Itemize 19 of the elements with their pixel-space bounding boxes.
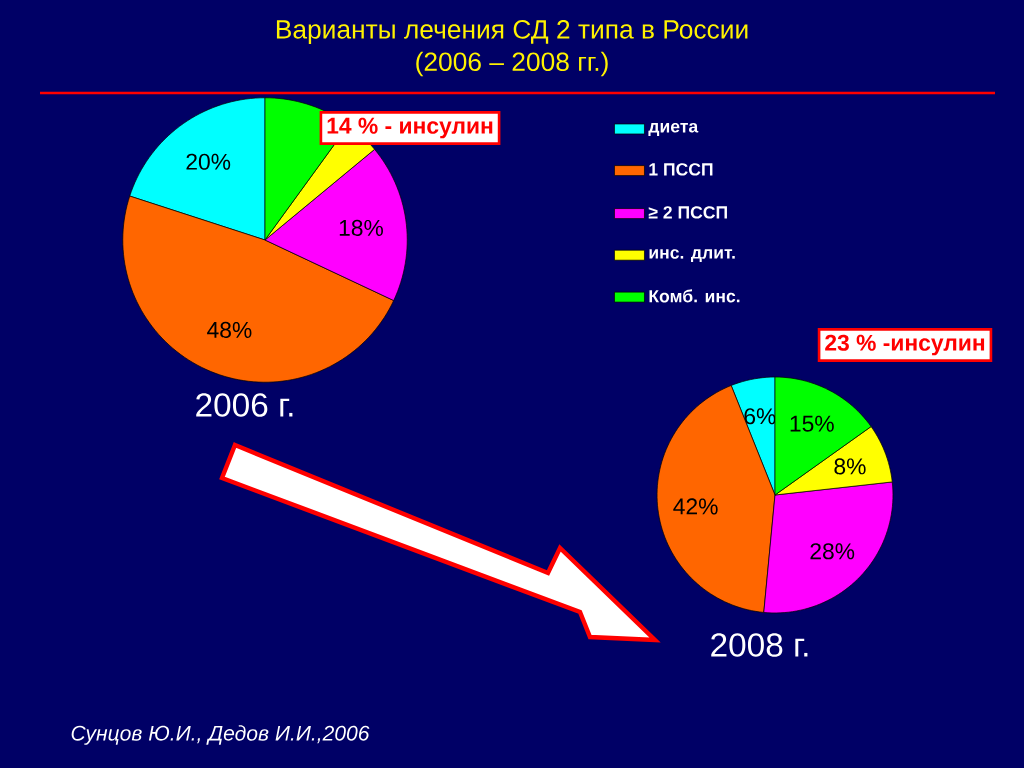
- data-label: 20%: [186, 153, 231, 170]
- chart-title: Варианты лечения СД 2 типа в России: [276, 20, 748, 44]
- legend-label: инс. длит.: [649, 249, 735, 263]
- data-label: 15%: [790, 415, 834, 432]
- data-label: 28%: [810, 543, 855, 560]
- text: Сунцов Ю.И., Дедов И.И.,2006: [71, 725, 370, 745]
- data-label: 18%: [339, 219, 383, 236]
- data-label: 8%: [834, 458, 866, 475]
- data-label: 42%: [673, 498, 718, 515]
- legend-label: 1 ПССП: [649, 163, 713, 176]
- data-label: 48%: [207, 321, 252, 338]
- text: 14 % - инсулин: [327, 117, 493, 139]
- text: 2008 г.: [711, 633, 808, 657]
- text: 2006 г.: [196, 393, 293, 417]
- legend-label: ≥ 2 ПССП: [648, 206, 727, 219]
- chart-subtitle: (2006 – 2008 гг.): [416, 51, 608, 77]
- legend-label: диета: [648, 122, 699, 136]
- legend-label: Комб. инс.: [649, 289, 740, 303]
- text: 23 % -инсулин: [825, 334, 985, 356]
